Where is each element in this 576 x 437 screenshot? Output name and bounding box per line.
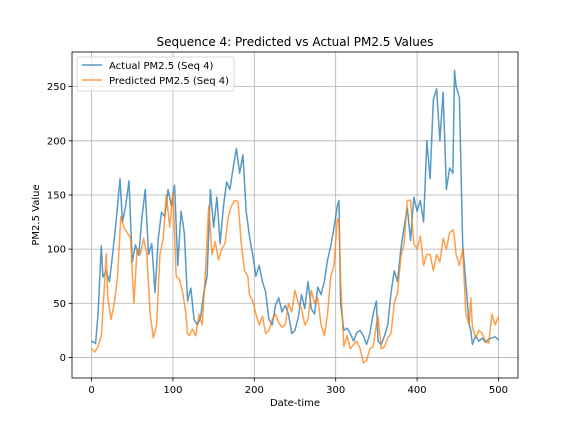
y-tick-label: 250 (47, 82, 66, 93)
y-axis-label: PM2.5 Value (31, 184, 42, 245)
legend-label-actual: Actual PM2.5 (Seq 4) (109, 61, 214, 72)
y-tick-label: 50 (53, 299, 66, 310)
x-tick-label: 100 (163, 385, 182, 396)
series-line-predicted (91, 192, 500, 364)
series-lines (91, 69, 500, 364)
y-tick-label: 150 (47, 190, 66, 201)
x-tick-label: 400 (408, 385, 427, 396)
chart-title: Sequence 4: Predicted vs Actual PM2.5 Va… (157, 35, 434, 49)
legend-label-predicted: Predicted PM2.5 (Seq 4) (109, 76, 229, 87)
x-tick-label: 200 (245, 385, 264, 396)
x-axis-label: Date-time (270, 398, 320, 409)
legend: Actual PM2.5 (Seq 4) Predicted PM2.5 (Se… (76, 56, 235, 92)
x-tick-label: 300 (326, 385, 345, 396)
y-tick-label: 0 (60, 353, 66, 364)
x-tick-label: 0 (88, 385, 94, 396)
y-tick-label: 100 (47, 245, 66, 256)
axis-ticks: 0 100 200 300 400 500 0 50 100 150 200 250 (47, 82, 508, 396)
legend-box (76, 56, 235, 92)
plot-area-frame (71, 51, 519, 379)
y-tick-label: 200 (47, 136, 66, 147)
x-tick-label: 500 (489, 385, 508, 396)
